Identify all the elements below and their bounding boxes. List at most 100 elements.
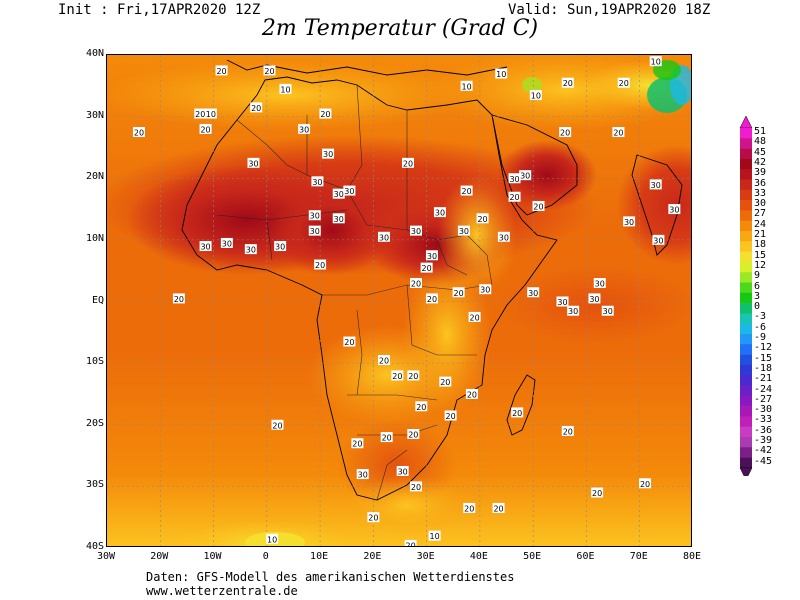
svg-text:30: 30 (358, 471, 368, 480)
colorbar-label: 45 (754, 146, 767, 158)
svg-text:20: 20 (382, 434, 392, 443)
contour-label: 20 (367, 512, 380, 523)
colorbar-label: -30 (754, 404, 773, 416)
svg-text:30: 30 (520, 172, 530, 181)
svg-text:30: 30 (299, 125, 309, 134)
svg-text:30: 30 (669, 206, 679, 215)
colorbar-label: -45 (754, 455, 773, 467)
svg-text:30: 30 (411, 227, 421, 236)
contour-label: 20 (465, 388, 478, 399)
svg-text:30: 30 (334, 215, 344, 224)
colorbar-swatch (740, 210, 752, 221)
contour-label: 30 (649, 179, 662, 190)
contour-label: 20 (591, 487, 604, 498)
svg-text:20: 20 (560, 129, 570, 138)
colorbar-swatch (740, 128, 752, 139)
svg-text:20: 20 (533, 202, 543, 211)
svg-text:10: 10 (206, 110, 216, 119)
svg-text:20: 20 (563, 79, 573, 88)
svg-text:30: 30 (427, 252, 437, 261)
contour-label: 20 (263, 65, 276, 76)
longitude-label: 80E (682, 551, 702, 562)
svg-text:20: 20 (272, 421, 282, 430)
svg-text:30: 30 (528, 289, 538, 298)
svg-text:20: 20 (392, 372, 402, 381)
svg-text:30: 30 (589, 295, 599, 304)
colorbar-label: 36 (754, 177, 767, 189)
colorbar-label: 51 (754, 126, 767, 137)
colorbar-swatch (740, 447, 752, 458)
africa-outline (181, 76, 558, 501)
longitude-label: 30W (96, 551, 116, 562)
contour-label: 10 (266, 533, 279, 544)
svg-text:20: 20 (411, 483, 421, 492)
svg-text:30: 30 (568, 307, 578, 316)
contour-label: 20 (561, 77, 574, 88)
contour-label: 20 (468, 311, 481, 322)
colorbar-label: -27 (754, 393, 773, 405)
svg-text:20: 20 (640, 480, 650, 489)
colorbar-swatch (740, 323, 752, 335)
contour-label: 20 (420, 262, 433, 273)
colorbar-label: -9 (754, 332, 767, 343)
valid-time: Valid: Sun,19APR2020 18Z (508, 2, 711, 18)
colorbar-label: 6 (754, 280, 761, 292)
svg-text:30: 30 (200, 243, 210, 252)
contour-label: 30 (220, 237, 233, 248)
colorbar-swatch (740, 354, 752, 366)
svg-text:20: 20 (461, 187, 471, 196)
svg-text:20: 20 (512, 409, 522, 418)
svg-text:20: 20 (446, 412, 456, 421)
svg-text:20: 20 (427, 295, 437, 304)
svg-text:20: 20 (416, 403, 426, 412)
svg-text:20: 20 (592, 489, 602, 498)
svg-text:10: 10 (430, 532, 440, 541)
svg-text:10: 10 (496, 70, 506, 79)
contour-label: 30 (433, 207, 446, 218)
colorbar-swatch (740, 375, 752, 386)
colorbar-label: -21 (754, 373, 773, 385)
init-time: Init : Fri,17APR2020 12Z (58, 2, 261, 18)
contour-label: 30 (247, 157, 260, 168)
colorbar-swatch (740, 241, 752, 252)
svg-text:20: 20 (379, 357, 389, 366)
contour-label: 20 (391, 370, 404, 381)
colorbar-swatch (740, 437, 752, 448)
contour-label: 30 (332, 213, 345, 224)
svg-text:30: 30 (459, 227, 469, 236)
svg-text:20: 20 (352, 440, 362, 449)
colorbar-swatch (740, 179, 752, 191)
colorbar-label: 42 (754, 156, 767, 168)
svg-text:10: 10 (267, 535, 277, 544)
contour-label: 20 (463, 502, 476, 513)
contour-label: 20 (559, 127, 572, 138)
longitude-label: 20W (150, 551, 169, 562)
svg-text:20: 20 (467, 390, 477, 399)
map-title: 2m Temperatur (Grad C) (261, 16, 539, 41)
contour-label: 30 (652, 234, 665, 245)
contour-label: 20 (476, 213, 489, 224)
latitude-label: 40N (85, 48, 104, 59)
contour-label: 30 (623, 216, 636, 227)
colorbar-swatch (740, 148, 752, 160)
colorbar-swatch (740, 231, 752, 242)
contour-label: 20 (439, 376, 452, 387)
svg-text:30: 30 (480, 286, 490, 295)
contour-label: 20 (199, 123, 212, 134)
svg-text:20: 20 (315, 261, 325, 270)
website-link[interactable]: www.wetterzentrale.de (146, 584, 298, 598)
svg-text:20: 20 (469, 313, 479, 322)
colorbar-label: -24 (754, 383, 773, 395)
madagascar-outline (506, 374, 536, 436)
europe-coast (226, 59, 508, 76)
contour-label: 20 (460, 185, 473, 196)
svg-text:20: 20 (408, 430, 418, 439)
contour-label: 20 (271, 419, 284, 430)
contour-label: 30 (527, 287, 540, 298)
colorbar-swatch (740, 457, 752, 469)
contour-label: 30 (457, 225, 470, 236)
contour-label: 20 (378, 355, 391, 366)
contour-label: 30 (588, 293, 601, 304)
colorbar-label: -12 (754, 342, 773, 354)
